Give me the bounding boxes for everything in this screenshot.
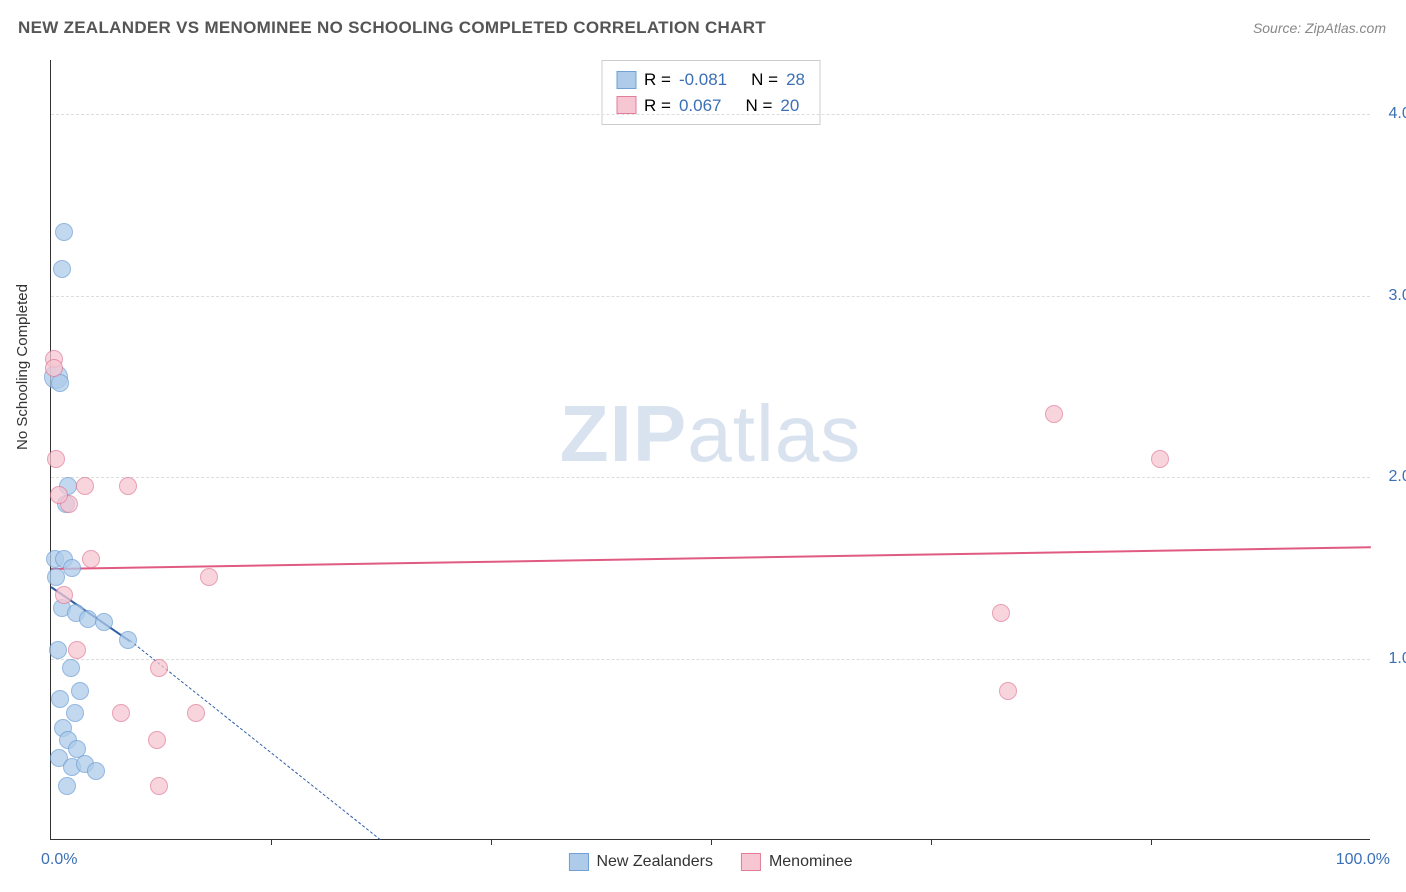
gridline (51, 296, 1370, 297)
data-point (1151, 450, 1169, 468)
gridline (51, 114, 1370, 115)
n-label-0: N = (751, 67, 778, 93)
data-point (119, 631, 137, 649)
data-point (66, 704, 84, 722)
gridline (51, 477, 1370, 478)
watermark-zip: ZIP (560, 389, 687, 478)
x-tick (271, 839, 272, 845)
data-point (1045, 405, 1063, 423)
gridline (51, 659, 1370, 660)
trend-line (51, 546, 1371, 570)
data-point (87, 762, 105, 780)
data-point (112, 704, 130, 722)
legend-swatch-nz (616, 71, 636, 89)
data-point (95, 613, 113, 631)
source-name: ZipAtlas.com (1305, 20, 1386, 36)
data-point (148, 731, 166, 749)
plot-area: ZIPatlas R = -0.081 N = 28 R = 0.067 N =… (50, 60, 1370, 840)
data-point (63, 559, 81, 577)
y-tick-label: 4.0% (1389, 105, 1406, 123)
legend-stats-row: R = -0.081 N = 28 (616, 67, 805, 93)
data-point (992, 604, 1010, 622)
y-tick-label: 3.0% (1389, 287, 1406, 305)
y-tick-label: 2.0% (1389, 468, 1406, 486)
watermark: ZIPatlas (560, 388, 861, 480)
watermark-atlas: atlas (687, 389, 861, 478)
data-point (150, 777, 168, 795)
source-label: Source: (1253, 20, 1305, 36)
correlation-chart: NEW ZEALANDER VS MENOMINEE NO SCHOOLING … (0, 0, 1406, 892)
data-point (187, 704, 205, 722)
x-axis-max-label: 100.0% (1336, 851, 1390, 869)
legend-swatch-nz (568, 853, 588, 871)
data-point (58, 777, 76, 795)
data-point (55, 586, 73, 604)
data-point (200, 568, 218, 586)
x-tick (1151, 839, 1152, 845)
legend-item-nz: New Zealanders (568, 853, 713, 871)
r-value-0: -0.081 (679, 67, 727, 93)
r-label-0: R = (644, 67, 671, 93)
y-tick-label: 1.0% (1389, 650, 1406, 668)
data-point (71, 682, 89, 700)
x-tick (491, 839, 492, 845)
chart-source: Source: ZipAtlas.com (1253, 20, 1386, 36)
data-point (49, 641, 67, 659)
data-point (76, 477, 94, 495)
data-point (53, 260, 71, 278)
chart-title: NEW ZEALANDER VS MENOMINEE NO SCHOOLING … (18, 18, 766, 38)
data-point (45, 359, 63, 377)
data-point (47, 450, 65, 468)
x-tick (931, 839, 932, 845)
data-point (50, 486, 68, 504)
n-value-0: 28 (786, 67, 805, 93)
legend-series: New Zealanders Menominee (568, 853, 852, 871)
x-axis-min-label: 0.0% (41, 851, 77, 869)
legend-label-menominee: Menominee (769, 853, 853, 871)
legend-label-nz: New Zealanders (596, 853, 713, 871)
data-point (51, 690, 69, 708)
data-point (68, 641, 86, 659)
data-point (55, 223, 73, 241)
data-point (119, 477, 137, 495)
legend-swatch-menominee (741, 853, 761, 871)
data-point (999, 682, 1017, 700)
data-point (150, 659, 168, 677)
data-point (82, 550, 100, 568)
y-axis-title: No Schooling Completed (14, 284, 31, 450)
legend-swatch-menominee (616, 96, 636, 114)
legend-item-menominee: Menominee (741, 853, 853, 871)
data-point (62, 659, 80, 677)
x-tick (711, 839, 712, 845)
